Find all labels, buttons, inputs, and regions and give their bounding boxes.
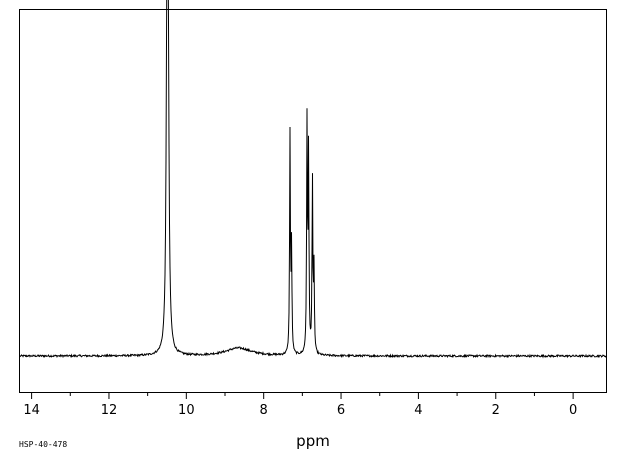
x-tick-label: 2 [492,403,500,418]
spectrum-trace [19,0,607,359]
x-tick-label: 6 [337,403,345,418]
sample-code: HSP-40-478 [19,440,67,449]
x-tick-label: 0 [569,403,577,418]
spectrum-layer [19,0,607,359]
x-tick-label: 12 [101,403,118,418]
x-tick-label: 4 [414,403,422,418]
x-tick-label: 14 [23,403,40,418]
plot-frame [19,9,607,393]
x-tick-label: 10 [178,403,195,418]
x-axis: 14 12 10 8 6 4 2 0 [23,392,577,418]
x-axis-title: ppm [296,432,330,450]
x-tick-label: 8 [260,403,268,418]
